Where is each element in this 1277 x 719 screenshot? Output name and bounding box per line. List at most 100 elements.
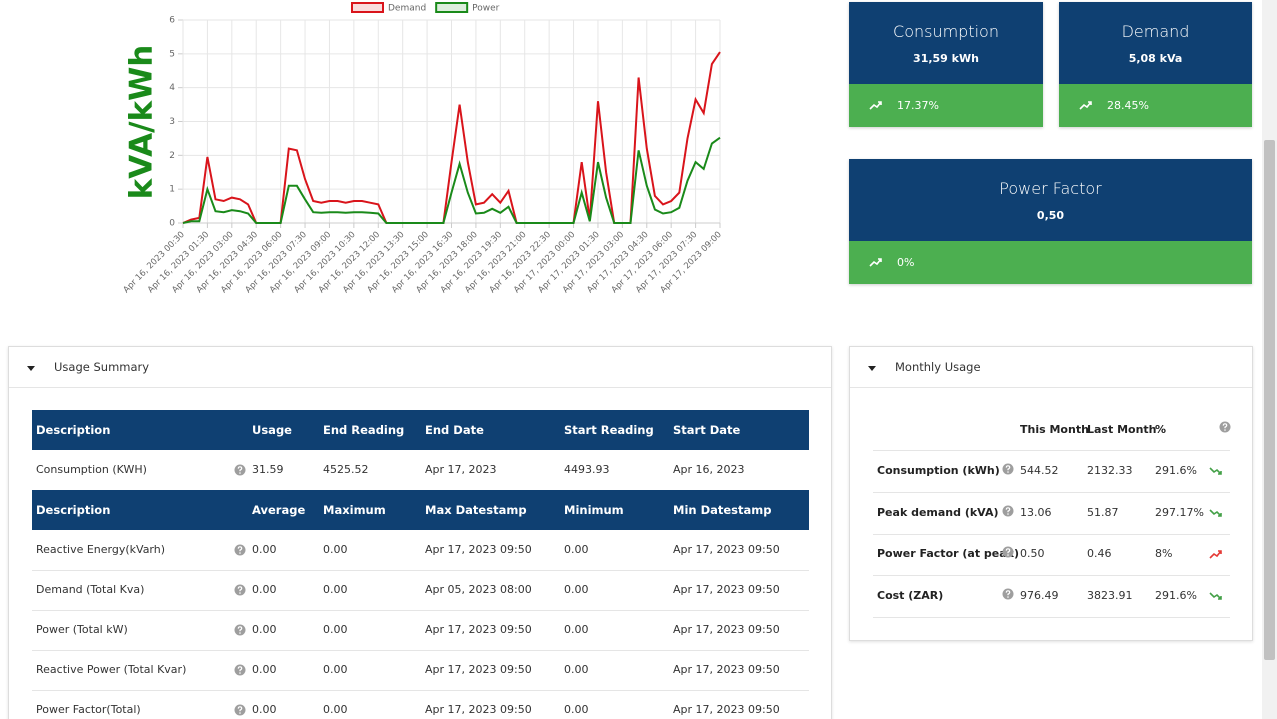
column-header: This Month (1020, 423, 1089, 436)
trend-line (1209, 508, 1222, 517)
stat-card: Power Factor 0,50 0% (849, 159, 1252, 284)
column-header: Max Datestamp (425, 503, 527, 517)
row-label: Power Factor (at peak) (877, 547, 1020, 560)
table-cell: 13.06 (1020, 505, 1052, 519)
table-header-row: Description Average Maximum Max Datestamp Mi… (32, 490, 809, 530)
info-icon (234, 584, 246, 596)
legend-swatch (435, 2, 469, 13)
card-header: Demand 5,08 kVa (1059, 2, 1252, 84)
table-cell: Apr 17, 2023 09:50 (673, 663, 780, 676)
table-cell: 0.00 (252, 623, 277, 636)
trend-down-icon (1209, 508, 1222, 517)
table-cell: Apr 17, 2023 09:50 (425, 543, 532, 556)
table-cell: 976.49 (1020, 588, 1059, 602)
table-row: Consumption (KWH) 31.59 4525.52 Apr 17, 202… (32, 450, 809, 491)
info-dot (239, 712, 241, 714)
table-header-row: Description Usage End Reading End Date Start… (32, 410, 809, 450)
table-cell: 0.00 (323, 583, 348, 596)
table-cell: 291.6% (1155, 464, 1197, 477)
info-glyph (237, 586, 243, 592)
column-header: End Reading (323, 423, 405, 437)
usage-summary-panel: Usage Summary Description Usage End Reading… (8, 346, 832, 719)
info-icon (234, 664, 246, 676)
card-value: 0,50 (1036, 209, 1065, 222)
panel-title[interactable]: Usage Summary (54, 360, 150, 374)
line-series (182, 136, 721, 224)
trend-line (1079, 101, 1092, 110)
column-header: Start Date (673, 423, 741, 437)
info-dot (239, 672, 241, 674)
table-cell: Apr 17, 2023 09:50 (425, 703, 532, 716)
column-header: Usage (252, 423, 292, 437)
info-icon (234, 704, 246, 716)
table-row: Peak demand (kVA) 13.06 51.87 297.17% (873, 493, 1230, 535)
table-cell: 0.00 (323, 623, 348, 636)
info-glyph (1222, 423, 1228, 429)
card-footer: 17.37% (849, 84, 1043, 127)
panel-divider (9, 387, 831, 388)
card-title: Consumption (893, 22, 999, 41)
card-title: Power Factor (999, 179, 1102, 198)
column-header: Min Datestamp (673, 503, 772, 517)
table-cell: 0.00 (564, 583, 589, 596)
card-header: Power Factor 0,50 (849, 159, 1252, 241)
row-label: Peak demand (kVA) (877, 505, 999, 519)
column-header: Description (36, 503, 111, 517)
caret (868, 366, 876, 371)
table-row: Demand (Total Kva) 0.00 0.00 Apr 05, 2023 0… (32, 570, 809, 611)
trend-up-icon (869, 101, 882, 110)
table-cell: 0.00 (252, 543, 277, 556)
info-glyph (237, 546, 243, 552)
info-dot (1007, 554, 1009, 556)
monthly-usage-panel: Monthly Usage This Month Last Month% Consum… (849, 346, 1253, 641)
info-glyph (237, 626, 243, 632)
trend-line (1209, 591, 1222, 600)
trend-up-icon (1209, 550, 1222, 559)
table-cell: 0.00 (252, 703, 277, 716)
scrollbar-track (1262, 0, 1277, 719)
table-cell: 4525.52 (323, 463, 369, 476)
table-cell: 0.00 (564, 703, 589, 716)
table-cell: 2132.33 (1087, 464, 1133, 477)
card-header: Consumption 31,59 kWh (849, 2, 1043, 84)
table-row: Power Factor (at peak) 0.50 0.46 8% (873, 534, 1230, 576)
table-cell: 0.46 (1087, 547, 1112, 560)
y-tick-label: 1 (169, 185, 175, 195)
info-glyph (1005, 589, 1011, 595)
table-cell: 0.00 (564, 543, 589, 556)
card-title: Demand (1121, 22, 1190, 41)
table-row: Reactive Energy(kVarh) 0.00 0.00 Apr 17, 20… (32, 530, 809, 571)
table-row: Cost (ZAR) 976.49 3823.91 291.6% (873, 576, 1230, 618)
panel-divider (850, 387, 1252, 388)
y-axis-label: kVA/kWh (124, 45, 160, 200)
info-glyph (1005, 465, 1011, 471)
table-cell: Power (Total kW) (36, 623, 128, 636)
table-cell: 544.52 (1020, 464, 1059, 477)
table-row: Consumption (kWh) 544.52 2132.33 291.6% (873, 451, 1230, 493)
table-cell: 291.6% (1155, 588, 1197, 602)
table-cell: Consumption (KWH) (36, 463, 147, 476)
table-cell: Apr 17, 2023 09:50 (673, 703, 780, 716)
panel-title[interactable]: Monthly Usage (895, 360, 981, 374)
info-icon (1219, 421, 1231, 433)
table-cell: 0.00 (323, 703, 348, 716)
card-change: 17.37% (897, 99, 939, 112)
info-icon (234, 624, 246, 636)
table-cell: Apr 17, 2023 09:50 (425, 623, 532, 636)
trend-down-icon (1209, 467, 1222, 475)
table-cell: Reactive Energy(kVarh) (36, 543, 166, 556)
trend-line (869, 101, 882, 110)
info-dot (1224, 429, 1226, 431)
info-dot (239, 552, 241, 554)
trend-up-icon (869, 258, 882, 267)
info-icon (1002, 463, 1014, 475)
card-change: 28.45% (1107, 99, 1149, 112)
column-header: Minimum (564, 503, 624, 517)
info-glyph (237, 706, 243, 712)
stat-card: Consumption 31,59 kWh 17.37% (849, 2, 1043, 127)
table-cell: Apr 16, 2023 (673, 463, 745, 476)
info-icon (1002, 546, 1014, 558)
scrollbar-thumb[interactable] (1264, 140, 1275, 660)
card-footer: 0% (849, 241, 1252, 284)
